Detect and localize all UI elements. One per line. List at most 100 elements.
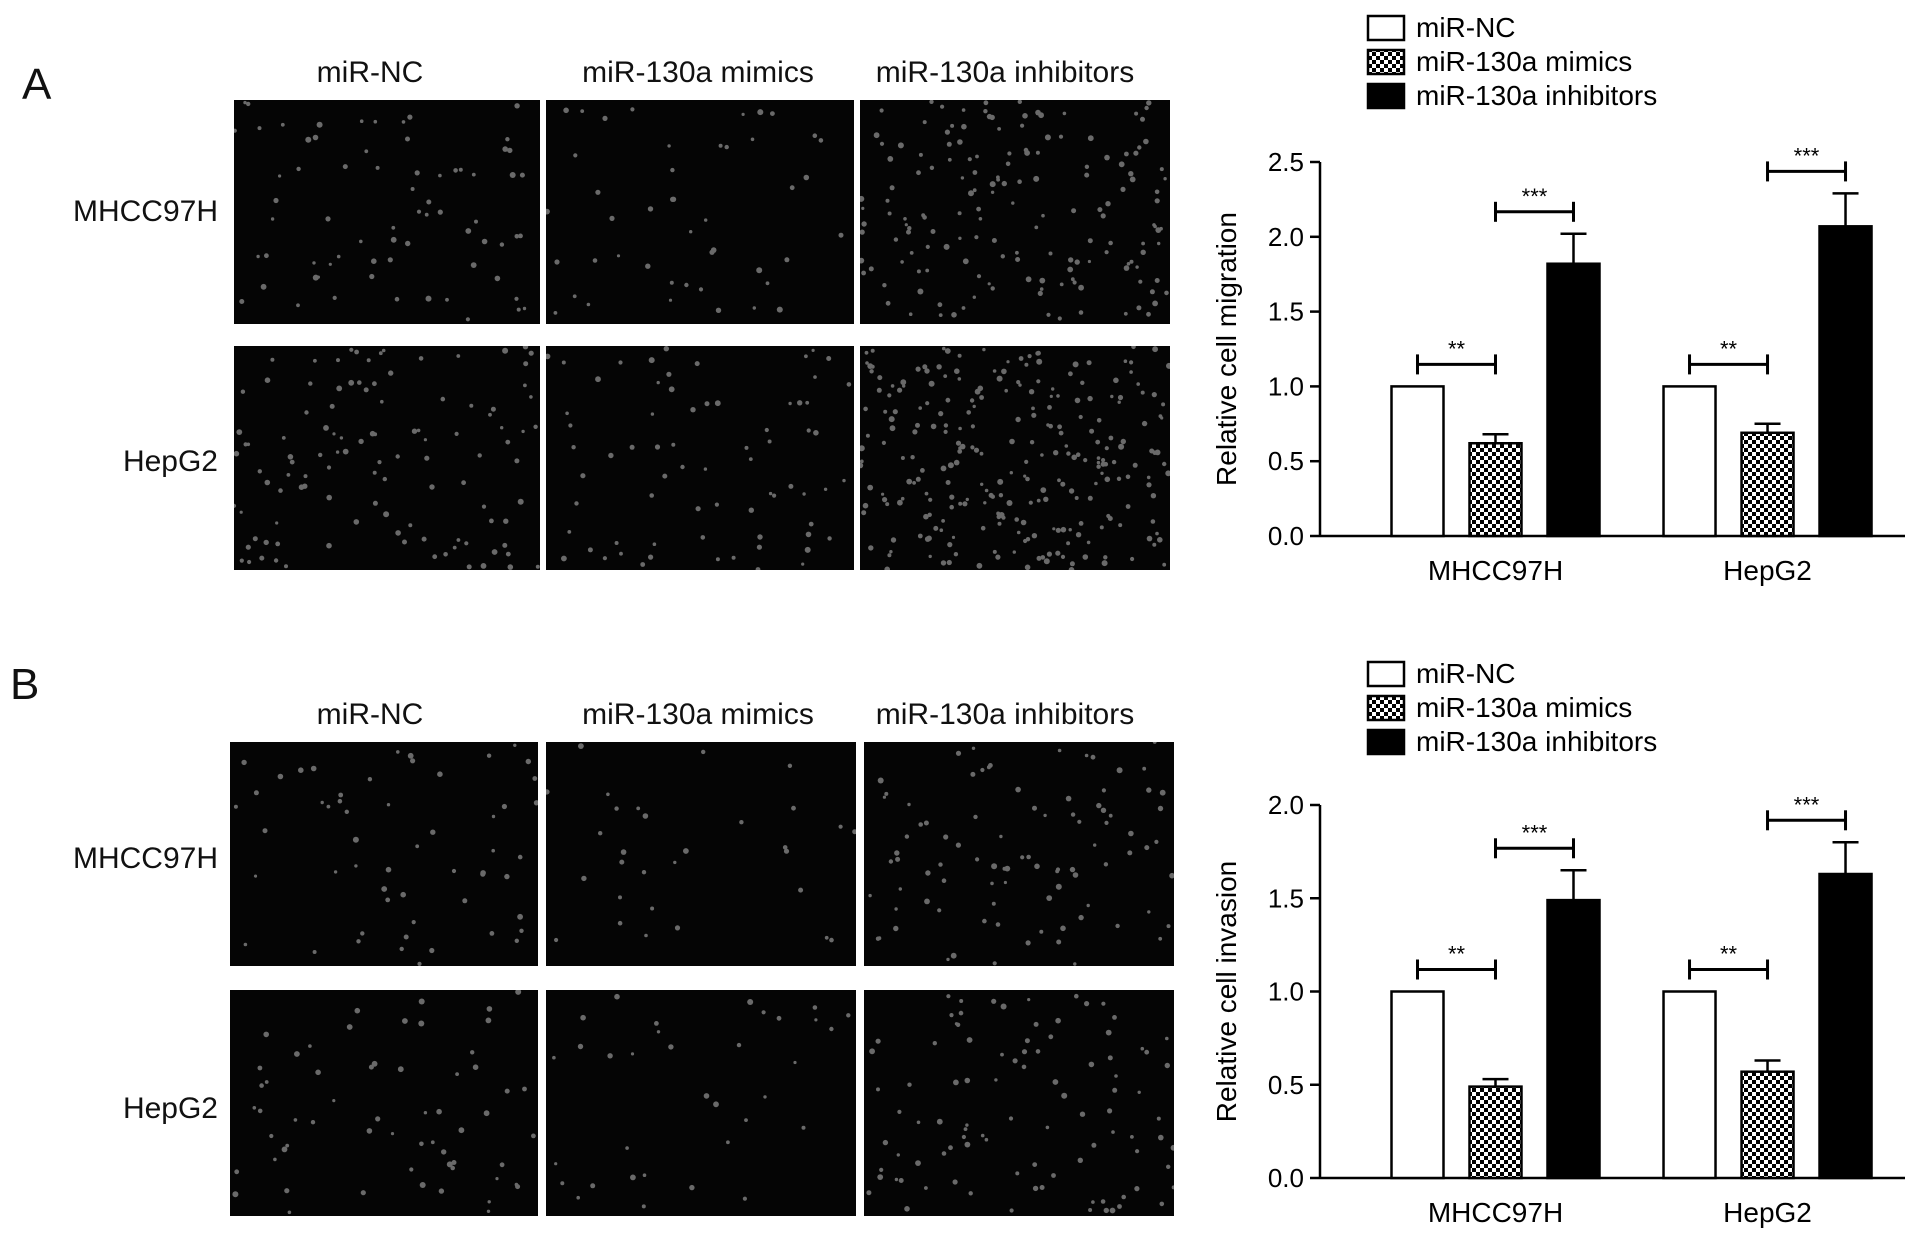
cell-dot (1103, 862, 1109, 867)
cell-dot (761, 1010, 766, 1015)
cell-dot (990, 881, 994, 886)
cell-dot (744, 1118, 748, 1122)
cell-dot (1147, 910, 1151, 914)
cell-dot (1159, 226, 1163, 231)
cell-dot (980, 767, 985, 773)
cell-dot (860, 229, 865, 235)
cell-dot (998, 493, 1004, 498)
cell-dot (961, 108, 966, 112)
cell-dot (860, 462, 864, 468)
cell-dot (938, 862, 943, 867)
cell-dot (263, 1031, 269, 1038)
cell-dot (354, 1007, 361, 1014)
cell-dot (1086, 540, 1091, 545)
cell-dot (882, 497, 888, 503)
cell-dot (1106, 513, 1111, 519)
cell-dot (650, 412, 655, 416)
cell-dot (877, 375, 883, 381)
cell-dot (980, 482, 984, 486)
cell-dot (535, 564, 540, 569)
cell-dot (648, 357, 655, 364)
cell-dot (768, 491, 773, 496)
cell-dot (1017, 179, 1022, 184)
cell-dot (1163, 177, 1167, 181)
cell-dot (423, 438, 427, 442)
cell-dot (515, 990, 522, 995)
cell-dot (805, 400, 810, 405)
cell-dot (755, 567, 761, 570)
cell-dot (739, 820, 744, 825)
cell-dot (385, 866, 392, 873)
cell-dot (1087, 395, 1093, 402)
cell-dot (1091, 1142, 1097, 1148)
cell-dot (904, 223, 908, 227)
cell-dot (578, 743, 584, 749)
cell-dot (264, 1080, 269, 1084)
y-tick-label: 0.5 (1268, 1070, 1304, 1100)
cell-dot (922, 120, 927, 125)
cell-dot (998, 512, 1005, 518)
cell-dot (1034, 863, 1040, 870)
cell-dot (726, 1140, 730, 1145)
cell-dot (284, 564, 288, 569)
cell-dot (940, 465, 947, 472)
cell-dot (1055, 1017, 1061, 1024)
cell-dot (1152, 346, 1158, 353)
cell-dot (614, 541, 619, 545)
significance-label: ** (1448, 942, 1466, 967)
cell-dot (533, 800, 538, 806)
cell-dot (876, 1087, 880, 1092)
cell-dot (310, 1120, 316, 1125)
cell-dot (1137, 145, 1142, 150)
cell-dot (906, 229, 911, 235)
cell-dot (884, 566, 890, 570)
cell-dot (602, 115, 608, 121)
cell-dot (438, 173, 442, 178)
cell-dot (287, 1210, 292, 1215)
cell-dot (1170, 1144, 1174, 1151)
cell-dot (505, 551, 511, 557)
cell-dot (380, 399, 384, 404)
cell-dot (984, 488, 989, 493)
cell-dot (296, 303, 300, 308)
cell-dot (477, 453, 482, 458)
cell-dot (614, 806, 619, 811)
cell-dot (481, 238, 488, 245)
cell-dot (863, 406, 868, 412)
cell-dot (1068, 488, 1075, 494)
cell-dot (514, 458, 520, 464)
cell-dot (885, 300, 891, 306)
cell-dot (437, 771, 443, 777)
cell-dot (861, 270, 866, 276)
cell-dot (1036, 358, 1043, 365)
cell-dot (1045, 1125, 1050, 1130)
cell-dot (991, 998, 997, 1004)
cell-dot (978, 217, 983, 221)
cell-dot (1101, 1001, 1106, 1006)
cell-dot (869, 1048, 875, 1055)
cell-dot (962, 501, 968, 507)
cell-dot (1152, 450, 1158, 455)
cell-dot (894, 1177, 899, 1182)
cell-dot (992, 549, 997, 554)
cell-dot (860, 445, 865, 452)
cell-dot (405, 240, 411, 247)
cell-dot (310, 765, 317, 772)
cell-dot (652, 542, 657, 546)
cell-dot (951, 312, 957, 318)
cell-dot (451, 868, 457, 874)
cell-dot (846, 1013, 851, 1018)
cell-dot (363, 387, 369, 393)
y-tick-label: 2.0 (1268, 790, 1304, 820)
cell-dot (1052, 1079, 1059, 1085)
cell-dot (827, 536, 832, 541)
cell-dot (1150, 519, 1156, 524)
cell-dot (941, 1151, 947, 1156)
bar (1740, 431, 1795, 538)
cell-dot (1007, 151, 1012, 156)
cell-dot (371, 1060, 378, 1067)
legend-label: miR-130a mimics (1416, 692, 1632, 723)
cell-dot (397, 1066, 404, 1073)
cell-dot (436, 1108, 442, 1115)
cell-dot (927, 512, 932, 517)
